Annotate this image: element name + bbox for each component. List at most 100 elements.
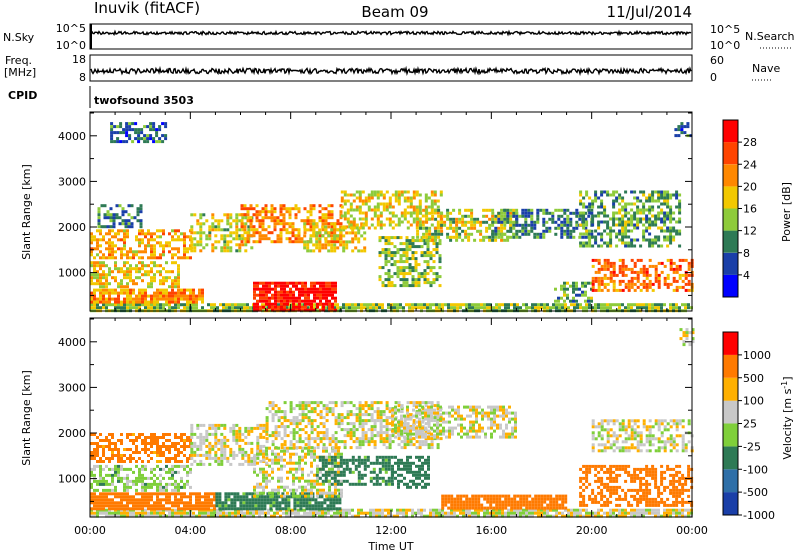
power-cell — [657, 200, 660, 203]
power-cell — [351, 240, 354, 243]
power-cell — [409, 269, 412, 272]
velocity-cell — [126, 492, 129, 495]
velocity-cell — [218, 507, 221, 510]
power-cell — [412, 257, 415, 260]
power-cell — [572, 297, 575, 300]
power-cell — [96, 282, 99, 285]
power-cell — [431, 212, 434, 215]
power-cell — [134, 122, 137, 125]
power-cell — [259, 291, 262, 294]
power-cell — [292, 225, 295, 228]
power-cell — [146, 137, 149, 140]
velocity-cell — [375, 512, 378, 515]
velocity-cell — [210, 512, 213, 515]
power-cell — [244, 222, 247, 225]
power-cell — [537, 303, 540, 306]
power-cell — [125, 128, 128, 131]
power-cell — [418, 245, 421, 248]
power-cell — [636, 206, 639, 209]
power-cell — [369, 303, 372, 306]
power-cell — [150, 253, 153, 256]
power-cell — [585, 245, 588, 248]
power-cell — [606, 215, 609, 218]
power-cell — [604, 268, 607, 271]
velocity-cell — [93, 442, 96, 445]
power-cell — [208, 225, 211, 228]
power-cell — [259, 210, 262, 213]
power-cell — [304, 231, 307, 234]
power-cell — [304, 294, 307, 297]
power-cell — [669, 209, 672, 212]
power-cell — [371, 197, 374, 200]
power-cell — [434, 230, 437, 233]
velocity-cell — [111, 498, 114, 501]
nave-label: Nave — [752, 62, 780, 75]
power-cell — [223, 240, 226, 243]
power-cell — [430, 266, 433, 269]
power-cell — [193, 246, 196, 249]
power-cell — [322, 291, 325, 294]
power-cell — [464, 230, 467, 233]
power-cell — [235, 219, 238, 222]
power-cell — [241, 225, 244, 228]
power-cell — [280, 288, 283, 291]
power-cell — [654, 224, 657, 227]
power-cell — [401, 212, 404, 215]
velocity-cell — [411, 512, 414, 515]
power-region — [90, 261, 180, 288]
velocity-cell — [320, 504, 323, 507]
power-cell — [253, 285, 256, 288]
velocity-cell — [417, 512, 420, 515]
power-cell — [144, 301, 147, 304]
velocity-cell — [226, 439, 229, 442]
power-cell — [199, 249, 202, 252]
power-cell — [428, 230, 431, 233]
power-cell — [141, 267, 144, 270]
power-cell — [607, 277, 610, 280]
power-cell — [385, 251, 388, 254]
power-cell — [587, 297, 590, 300]
power-cell — [649, 283, 652, 286]
velocity-cell — [329, 498, 332, 501]
freq-strip-frame — [90, 55, 692, 81]
power-cell — [594, 239, 597, 242]
power-cell — [628, 289, 631, 292]
power-cell — [277, 294, 280, 297]
power-cell — [415, 266, 418, 269]
velocity-cell — [576, 509, 579, 512]
power-cell — [155, 128, 158, 131]
velocity-cell — [205, 454, 208, 457]
power-cell — [590, 297, 593, 300]
power-cell — [660, 245, 663, 248]
power-cell — [687, 303, 690, 306]
power-cell — [613, 268, 616, 271]
velocity-cell — [241, 457, 244, 460]
power-cell — [625, 283, 628, 286]
power-cell — [122, 140, 125, 143]
power-cell — [174, 238, 177, 241]
freq-label-bottom: [MHz] — [4, 66, 36, 79]
velocity-cell — [561, 512, 564, 515]
power-cell — [324, 237, 327, 240]
velocity-cell — [275, 501, 278, 504]
velocity-region — [190, 424, 268, 466]
power-cell — [99, 282, 102, 285]
power-cell — [655, 268, 658, 271]
velocity-cell — [245, 501, 248, 504]
power-cell — [324, 243, 327, 246]
power-cell — [131, 225, 134, 228]
power-cell — [126, 256, 129, 259]
power-cell — [156, 256, 159, 259]
velocity-cell — [423, 509, 426, 512]
power-cell — [606, 191, 609, 194]
velocity-cell — [294, 512, 297, 515]
power-cell — [500, 239, 503, 242]
power-cell — [313, 285, 316, 288]
velocity-cell — [420, 509, 423, 512]
power-cell — [386, 191, 389, 194]
velocity-cell — [226, 445, 229, 448]
power-cell — [648, 218, 651, 221]
power-cell — [268, 291, 271, 294]
velocity-cell — [232, 430, 235, 433]
velocity-cell — [165, 465, 168, 468]
